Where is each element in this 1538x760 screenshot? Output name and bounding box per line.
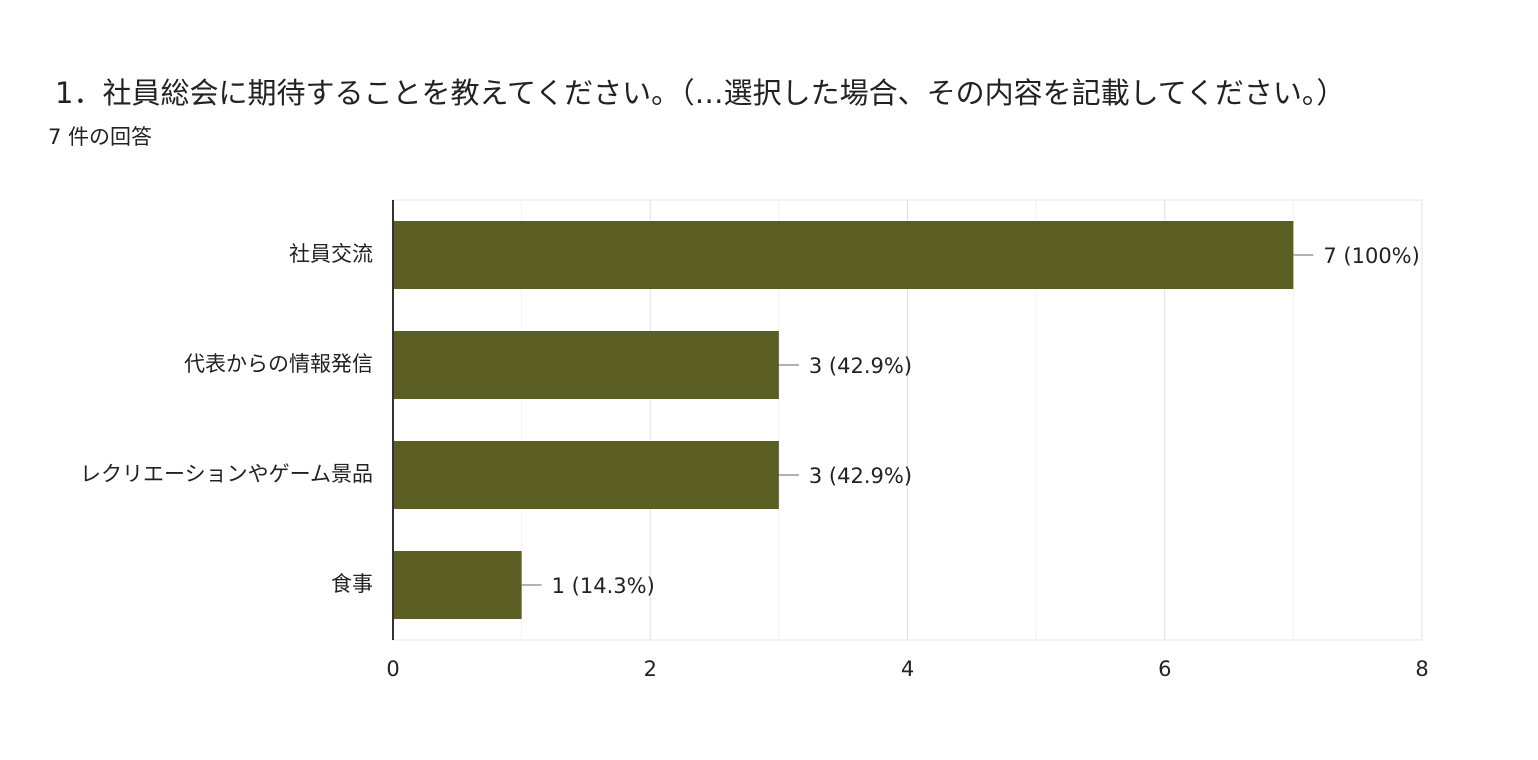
bar (393, 441, 779, 509)
value-label: 1 (14.3%) (552, 574, 655, 598)
bar (393, 221, 1294, 289)
bar (393, 331, 779, 399)
x-tick-label: 2 (644, 657, 657, 681)
y-tick-label: 食事 (331, 572, 373, 596)
y-tick-label: レクリエーションやゲーム景品 (80, 462, 373, 486)
y-tick-label: 代表からの情報発信 (184, 352, 373, 376)
bar (393, 551, 522, 619)
x-tick-label: 4 (901, 657, 914, 681)
x-tick-label: 6 (1158, 657, 1171, 681)
value-label: 3 (42.9%) (809, 354, 912, 378)
x-tick-label: 8 (1415, 657, 1428, 681)
value-label: 7 (100%) (1323, 244, 1419, 268)
chart-title: 1．社員総会に期待することを教えてください。（…選択した場合、その内容を記載して… (55, 76, 1345, 110)
value-label: 3 (42.9%) (809, 464, 912, 488)
x-tick-label: 0 (386, 657, 399, 681)
y-tick-label: 社員交流 (289, 242, 373, 266)
chart-subtitle: 7 件の回答 (48, 125, 152, 149)
plot-area: 0 2 4 6 8 社員交流 7 (100%) 代表からの情報発信 3 (42.9%) レクリエー… (80, 199, 1429, 681)
